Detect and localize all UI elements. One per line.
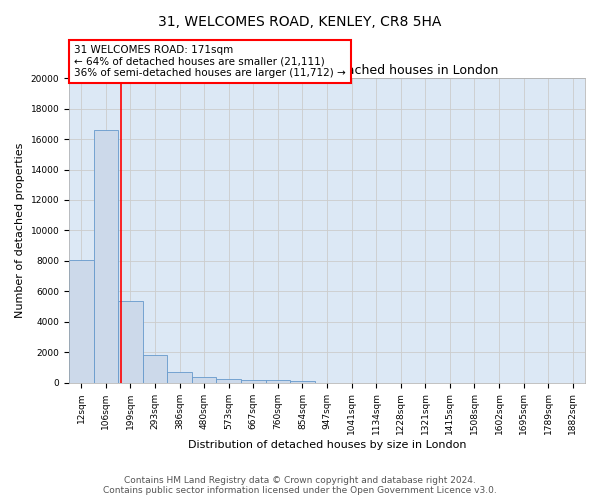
Text: Contains HM Land Registry data © Crown copyright and database right 2024.
Contai: Contains HM Land Registry data © Crown c… (103, 476, 497, 495)
Bar (217, 379, 241, 382)
Text: 31 WELCOMES ROAD: 171sqm
← 64% of detached houses are smaller (21,111)
36% of se: 31 WELCOMES ROAD: 171sqm ← 64% of detach… (74, 45, 346, 78)
Y-axis label: Number of detached properties: Number of detached properties (15, 142, 25, 318)
Text: 31, WELCOMES ROAD, KENLEY, CR8 5HA: 31, WELCOMES ROAD, KENLEY, CR8 5HA (158, 15, 442, 29)
Bar (143, 355, 167, 382)
Bar (69, 260, 94, 382)
X-axis label: Distribution of detached houses by size in London: Distribution of detached houses by size … (188, 440, 466, 450)
Bar (167, 372, 192, 382)
Bar (94, 130, 118, 382)
Bar (118, 301, 143, 382)
Bar (266, 380, 290, 382)
Title: Size of property relative to detached houses in London: Size of property relative to detached ho… (155, 64, 499, 77)
Bar (290, 381, 315, 382)
Bar (192, 377, 217, 382)
Bar (241, 380, 266, 382)
